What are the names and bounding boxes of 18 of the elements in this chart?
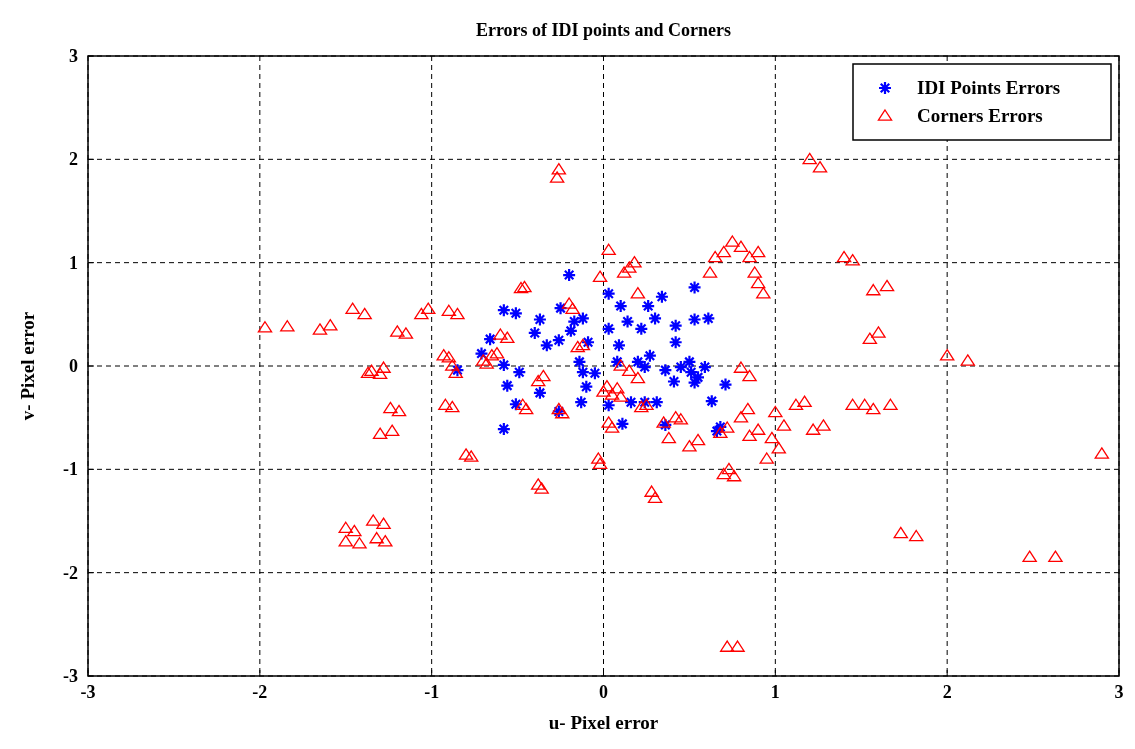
x-tick-label: -1 (424, 682, 440, 702)
x-tick-label: 3 (1114, 682, 1124, 702)
y-tick-label: 1 (69, 252, 78, 273)
x-tick-label: 0 (599, 682, 608, 702)
y-tick-label: 3 (69, 46, 78, 66)
legend-label: IDI Points Errors (917, 77, 1061, 98)
y-axis-title: v- Pixel error (17, 311, 38, 421)
x-tick-label: 1 (770, 682, 780, 702)
chart-title: Errors of IDI points and Corners (475, 20, 732, 40)
y-tick-label: -2 (63, 562, 78, 583)
x-tick-label: -2 (252, 682, 268, 702)
legend-label: Corners Errors (917, 105, 1043, 126)
y-tick-label: -3 (63, 666, 78, 686)
x-tick-label: 2 (942, 682, 952, 702)
y-tick-label: -1 (63, 459, 78, 480)
x-axis-title: u- Pixel error (548, 712, 659, 733)
y-tick-label: 2 (69, 149, 78, 170)
y-tick-label: 0 (69, 356, 78, 376)
